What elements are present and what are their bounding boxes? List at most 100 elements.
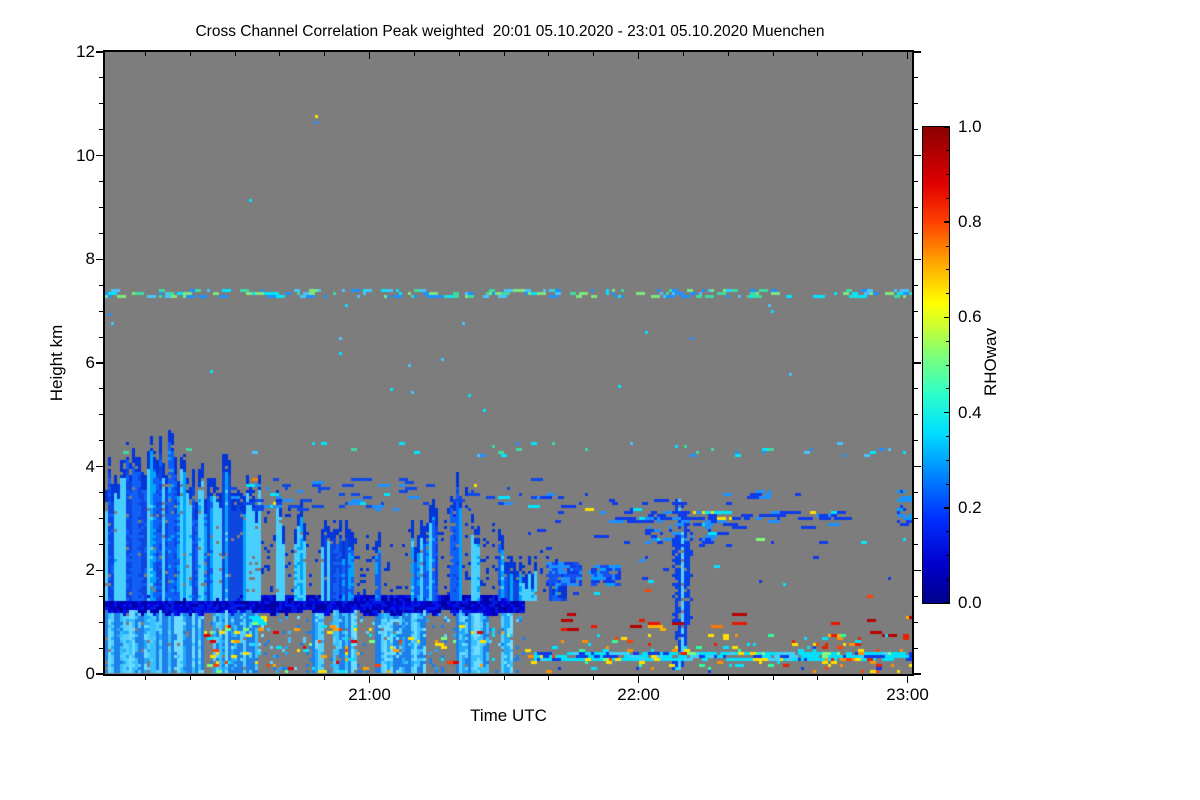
x-axis-tick — [862, 676, 864, 680]
x-tick-label: 21:00 — [348, 685, 391, 704]
x-axis-tick — [637, 676, 640, 683]
colorbar-major-tick — [944, 126, 949, 128]
colorbar-minor-tick — [946, 293, 949, 295]
x-axis-tick — [862, 52, 864, 56]
y-axis-tick — [914, 414, 918, 416]
colorbar-tick-label: 1.0 — [958, 117, 982, 136]
y-tick-label: 10 — [76, 145, 95, 165]
y-axis-tick — [914, 440, 918, 442]
colorbar-minor-tick — [946, 245, 949, 247]
x-axis-tick — [458, 676, 460, 680]
colorbar-minor-tick — [946, 197, 949, 199]
y-axis-tick — [914, 569, 921, 572]
y-axis-tick — [99, 284, 103, 286]
colorbar-minor-tick — [946, 578, 949, 580]
x-axis-tick — [772, 52, 774, 56]
colorbar-tick-label: 0.0 — [958, 593, 982, 612]
plot-frame — [103, 50, 914, 676]
x-tick-label: 23:00 — [886, 685, 929, 704]
colorbar-minor-tick — [946, 554, 949, 556]
colorbar-major-tick — [944, 602, 949, 604]
x-axis-tick — [682, 676, 684, 680]
y-axis-tick — [99, 310, 103, 312]
x-axis-tick — [368, 676, 371, 683]
colorbar-minor-tick — [946, 174, 949, 176]
y-axis-tick — [914, 518, 918, 519]
y-axis-tick — [914, 362, 921, 364]
x-axis-tick — [324, 676, 326, 680]
y-axis-tick — [914, 595, 918, 597]
y-axis-tick — [99, 336, 103, 338]
y-axis-tick — [914, 336, 918, 338]
colorbar-minor-tick — [946, 531, 949, 533]
y-axis-tick — [96, 465, 103, 468]
y-axis-tick — [914, 154, 921, 157]
x-axis-tick — [324, 52, 326, 56]
y-tick-label: 0 — [85, 664, 95, 683]
y-axis-tick — [99, 621, 103, 623]
y-axis-tick — [99, 232, 103, 234]
x-axis-tick — [189, 676, 191, 680]
x-axis-tick — [144, 676, 146, 680]
y-axis-tick — [99, 388, 103, 390]
y-axis-tick — [914, 647, 918, 649]
x-axis-tick — [817, 52, 819, 56]
x-axis-tick — [548, 676, 550, 680]
y-axis-tick — [99, 440, 103, 442]
x-axis-tick — [593, 676, 595, 680]
y-axis-tick — [914, 207, 918, 208]
colorbar-minor-tick — [946, 269, 949, 271]
y-axis-tick — [96, 569, 103, 572]
y-axis-tick — [96, 51, 103, 53]
x-axis-tick — [279, 52, 281, 56]
y-axis-tick — [914, 492, 918, 494]
x-axis-tick — [413, 676, 415, 680]
x-axis-tick — [906, 52, 909, 59]
y-tick-label: 8 — [85, 249, 95, 269]
y-axis-tick — [914, 51, 921, 53]
y-axis-tick — [914, 103, 918, 105]
y-axis-tick — [914, 673, 921, 675]
x-axis-tick — [772, 676, 774, 680]
colorbar-minor-tick — [946, 435, 949, 437]
y-axis-tick — [99, 595, 103, 597]
colorbar-minor-tick — [946, 388, 949, 390]
x-axis-tick — [503, 676, 505, 680]
y-axis-tick — [96, 258, 103, 261]
x-axis-tick — [637, 52, 640, 59]
x-axis-tick — [906, 676, 909, 683]
colorbar-minor-tick — [946, 459, 949, 461]
x-axis-tick — [279, 676, 281, 680]
x-axis-tick — [413, 52, 415, 56]
x-tick-label: 22:00 — [617, 685, 660, 704]
y-axis-tick — [914, 129, 918, 131]
y-axis-tick — [914, 621, 918, 623]
colorbar-minor-tick — [946, 483, 949, 485]
colorbar-major-tick — [944, 411, 949, 414]
y-axis-tick — [96, 362, 103, 364]
y-axis-tick — [914, 181, 918, 183]
x-axis-tick — [548, 52, 550, 56]
y-tick-label: 6 — [85, 353, 95, 372]
y-axis-tick — [914, 543, 918, 545]
colorbar-tick-label: 0.2 — [958, 497, 982, 517]
colorbar-tick-label: 0.8 — [958, 212, 982, 232]
y-axis-tick — [99, 77, 103, 79]
x-axis-tick — [234, 676, 236, 680]
y-axis-tick — [914, 258, 921, 261]
y-axis-tick — [914, 77, 918, 79]
y-axis-tick — [99, 103, 103, 105]
colorbar-minor-tick — [946, 150, 949, 152]
y-axis-tick — [99, 543, 103, 545]
x-axis-tick — [189, 52, 191, 56]
x-axis-tick — [458, 52, 460, 56]
x-axis-tick — [503, 52, 505, 56]
y-axis-tick — [99, 414, 103, 416]
colorbar-gradient — [923, 127, 949, 603]
y-axis-tick — [99, 492, 103, 494]
colorbar-major-tick — [944, 221, 949, 223]
y-axis-tick — [99, 647, 103, 649]
y-axis-tick — [914, 232, 918, 234]
y-axis-tick — [914, 388, 918, 390]
y-axis-tick — [914, 284, 918, 286]
